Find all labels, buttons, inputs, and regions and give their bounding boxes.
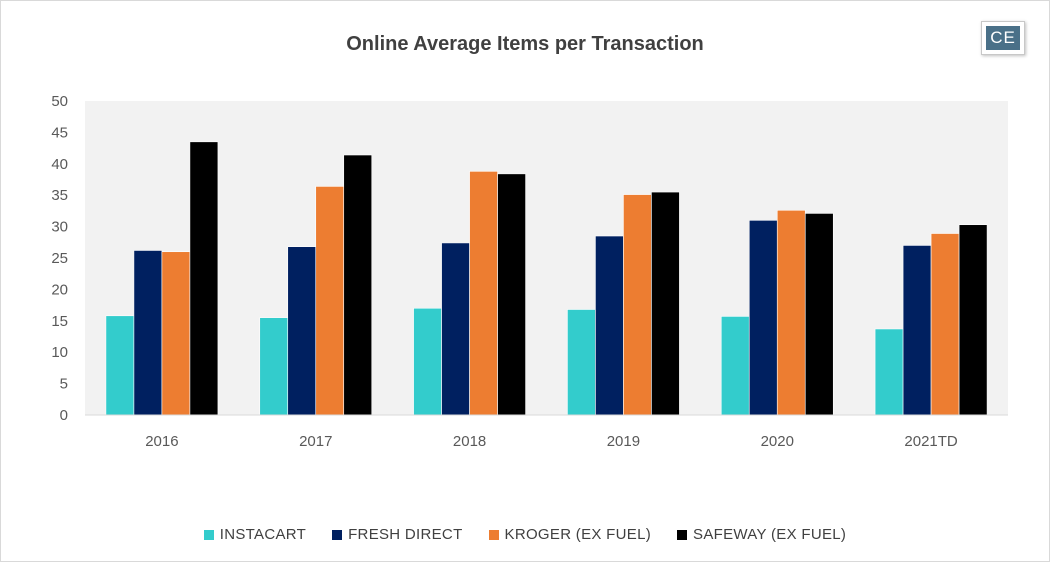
y-tick-label: 40: [51, 156, 68, 173]
legend-item: SAFEWAY (EX FUEL): [677, 526, 846, 543]
bar-kroger-ex-fuel-2016: [161, 251, 191, 416]
bar-instacart-2017: [259, 317, 289, 416]
bar-safeway-ex-fuel-2021td: [958, 224, 988, 416]
y-tick-label: 15: [51, 313, 68, 330]
legend-label: INSTACART: [219, 526, 307, 543]
y-tick-label: 20: [51, 281, 68, 298]
bar-kroger-ex-fuel-2018: [469, 171, 498, 416]
ce-logo: CE: [981, 21, 1025, 55]
bar-safeway-ex-fuel-2019: [651, 191, 680, 416]
bar-fresh-direct-2018: [441, 242, 470, 416]
legend-swatch: [488, 529, 499, 540]
x-tick-label: 2017: [299, 433, 332, 450]
legend-item: FRESH DIRECT: [332, 526, 462, 543]
legend-swatch: [332, 529, 343, 540]
legend-swatch: [677, 529, 688, 540]
chart-legend: INSTACART FRESH DIRECT KROGER (EX FUEL) SAF…: [0, 526, 1050, 543]
bar-safeway-ex-fuel-2017: [343, 154, 373, 416]
chart-title: Online Average Items per Transaction: [346, 33, 704, 55]
y-tick-label: 50: [51, 93, 68, 110]
y-tick-label: 0: [60, 407, 68, 424]
ce-logo-text: CE: [986, 26, 1020, 50]
bar-instacart-2018: [413, 307, 442, 416]
bar-instacart-2021td: [874, 328, 904, 416]
bar-instacart-2019: [567, 309, 596, 416]
y-tick-label: 25: [51, 250, 68, 267]
bar-fresh-direct-2016: [133, 250, 163, 416]
y-tick-label: 35: [51, 187, 68, 204]
x-tick-label: 2020: [761, 433, 794, 450]
x-tick-label: 2021TD: [904, 433, 958, 450]
plot-area: [85, 101, 1008, 415]
y-tick-label: 10: [51, 344, 68, 361]
legend-swatch: [203, 529, 214, 540]
bar-safeway-ex-fuel-2020: [804, 213, 834, 416]
bar-kroger-ex-fuel-2021td: [930, 233, 960, 416]
y-tick-label: 5: [60, 376, 68, 393]
x-tick-label: 2019: [607, 433, 640, 450]
bar-instacart-2020: [720, 316, 750, 416]
bar-kroger-ex-fuel-2020: [776, 209, 806, 416]
legend-item: INSTACART: [203, 526, 307, 543]
x-tick-label: 2016: [145, 433, 178, 450]
x-tick-label: 2018: [453, 433, 486, 450]
bar-kroger-ex-fuel-2019: [623, 194, 652, 416]
y-tick-label: 45: [51, 124, 68, 141]
bar-safeway-ex-fuel-2016: [189, 141, 219, 416]
bar-fresh-direct-2021td: [902, 245, 932, 416]
bar-safeway-ex-fuel-2018: [497, 173, 526, 416]
bar-kroger-ex-fuel-2017: [315, 186, 345, 416]
bar-fresh-direct-2020: [748, 220, 778, 416]
y-tick-label: 30: [51, 219, 68, 236]
bar-fresh-direct-2019: [595, 235, 624, 416]
legend-item: KROGER (EX FUEL): [488, 526, 652, 543]
bar-instacart-2016: [105, 315, 135, 416]
legend-label: SAFEWAY (EX FUEL): [693, 526, 847, 543]
bar-fresh-direct-2017: [287, 246, 317, 416]
legend-label: FRESH DIRECT: [348, 526, 463, 543]
legend-label: KROGER (EX FUEL): [504, 526, 652, 543]
